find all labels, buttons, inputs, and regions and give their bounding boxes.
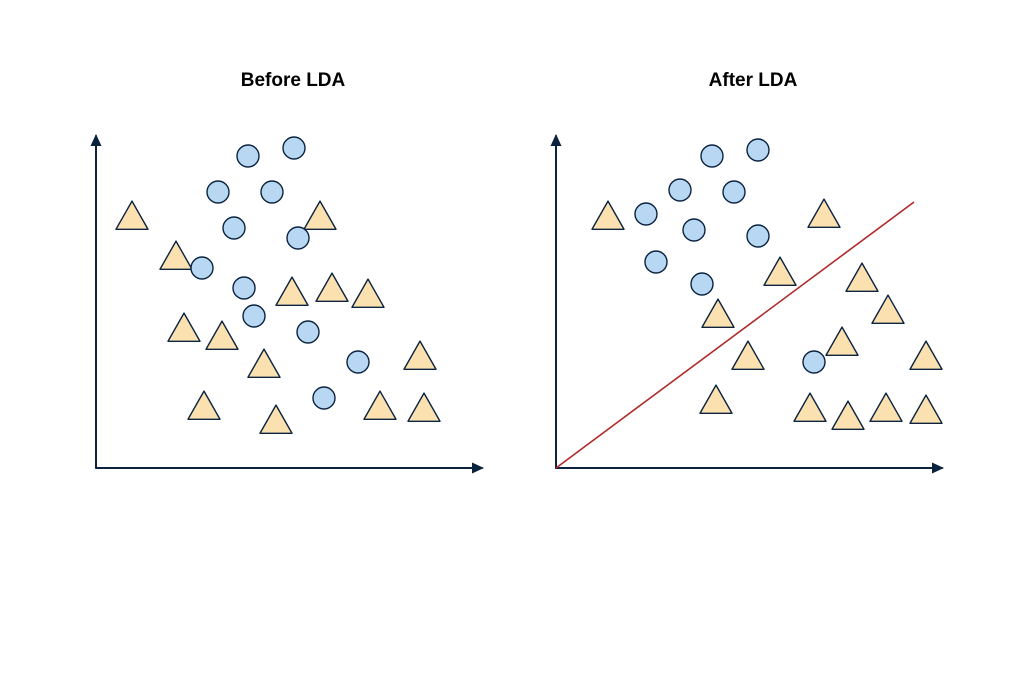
circle-marker — [233, 277, 255, 299]
circle-marker — [313, 387, 335, 409]
triangle-marker — [808, 199, 840, 227]
title-after: After LDA — [544, 70, 962, 92]
triangle-marker — [352, 279, 384, 307]
figure: { "layout": { "canvas_width": 1024, "can… — [0, 0, 1024, 673]
circle-marker — [207, 181, 229, 203]
triangle-marker — [260, 405, 292, 433]
triangle-marker — [732, 341, 764, 369]
triangle-marker — [794, 393, 826, 421]
circle-marker — [669, 179, 691, 201]
panel-after-lda: After LDA — [544, 70, 962, 500]
circle-marker — [747, 139, 769, 161]
triangle-marker — [188, 391, 220, 419]
triangle-marker — [304, 201, 336, 229]
circle-marker — [191, 257, 213, 279]
triangle-marker — [248, 349, 280, 377]
triangle-marker — [764, 257, 796, 285]
triangle-marker — [910, 341, 942, 369]
triangle-marker — [408, 393, 440, 421]
circle-marker — [645, 251, 667, 273]
x-axis-arrow — [932, 463, 944, 474]
triangle-marker — [316, 273, 348, 301]
y-axis-arrow — [91, 134, 102, 146]
x-axis-arrow — [472, 463, 484, 474]
scatter-before — [84, 120, 502, 482]
circle-marker — [723, 181, 745, 203]
triangle-marker — [872, 295, 904, 323]
circle-marker — [283, 137, 305, 159]
triangle-marker — [168, 313, 200, 341]
circle-marker — [691, 273, 713, 295]
circle-marker — [635, 203, 657, 225]
circle-marker — [803, 351, 825, 373]
triangle-marker — [846, 263, 878, 291]
triangle-marker — [832, 401, 864, 429]
circle-marker — [261, 181, 283, 203]
circle-marker — [223, 217, 245, 239]
triangle-marker — [870, 393, 902, 421]
triangle-marker — [910, 395, 942, 423]
circle-marker — [287, 227, 309, 249]
triangle-marker — [404, 341, 436, 369]
triangle-marker — [702, 299, 734, 327]
triangle-marker — [160, 241, 192, 269]
triangle-marker — [116, 201, 148, 229]
circle-marker — [747, 225, 769, 247]
circle-marker — [243, 305, 265, 327]
triangle-marker — [206, 321, 238, 349]
panel-before-lda: Before LDA — [84, 70, 502, 500]
circle-marker — [347, 351, 369, 373]
title-before: Before LDA — [84, 70, 502, 92]
triangle-marker — [826, 327, 858, 355]
circle-marker — [683, 219, 705, 241]
triangle-marker — [364, 391, 396, 419]
circle-marker — [701, 145, 723, 167]
scatter-after — [544, 120, 962, 482]
triangle-marker — [592, 201, 624, 229]
circle-marker — [297, 321, 319, 343]
triangle-marker — [276, 277, 308, 305]
triangle-marker — [700, 385, 732, 413]
y-axis-arrow — [551, 134, 562, 146]
circle-marker — [237, 145, 259, 167]
